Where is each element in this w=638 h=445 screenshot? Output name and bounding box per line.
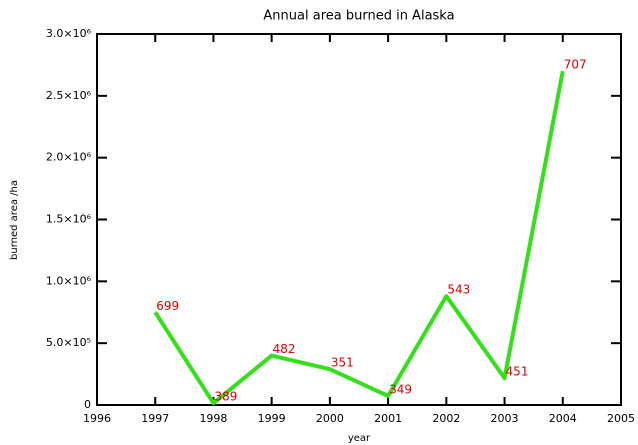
point-label: 707 <box>564 58 587 72</box>
point-label: 482 <box>273 342 296 356</box>
y-tick-label: 3.0×10⁶ <box>46 27 92 40</box>
point-label: 389 <box>214 390 237 404</box>
x-tick-label: 1998 <box>199 412 227 425</box>
y-tick-label: 2.0×10⁶ <box>46 151 92 164</box>
y-tick-label: 1.0×10⁶ <box>46 274 92 287</box>
y-tick-label: 1.5×10⁶ <box>46 213 92 226</box>
y-axis-label: burned area /ha <box>9 180 20 260</box>
x-tick-label: 2003 <box>491 412 519 425</box>
x-tick-label: 1999 <box>258 412 286 425</box>
chart-title: Annual area burned in Alaska <box>263 9 454 24</box>
plot-frame <box>96 33 622 406</box>
point-label: 351 <box>331 356 354 370</box>
data-line <box>153 70 565 406</box>
x-tick-label: 2005 <box>607 412 635 425</box>
point-label: 451 <box>506 365 529 379</box>
y-tick-label: 0 <box>84 398 91 411</box>
y-tick-label: 5.0×10⁵ <box>46 336 91 349</box>
x-tick-label: 1997 <box>141 412 169 425</box>
point-label: 543 <box>447 283 470 297</box>
x-tick-label: 2002 <box>432 412 460 425</box>
point-label: 699 <box>156 299 179 313</box>
x-tick-label: 2004 <box>549 412 577 425</box>
y-tick-label: 2.5×10⁶ <box>46 89 92 102</box>
x-axis-label: year <box>348 433 371 444</box>
point-label: 349 <box>389 382 412 396</box>
x-tick-label: 2001 <box>374 412 402 425</box>
x-tick-label: 1996 <box>83 412 111 425</box>
x-tick-label: 2000 <box>316 412 344 425</box>
